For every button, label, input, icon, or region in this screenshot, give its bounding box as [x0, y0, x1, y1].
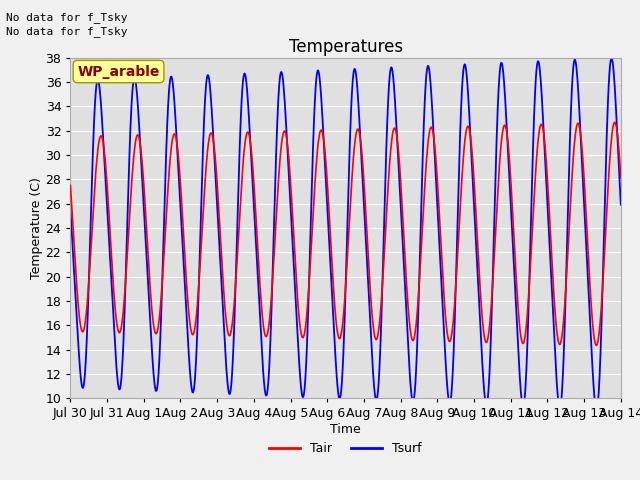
Tair — [334, 333, 342, 338]
Tsurf — [67, 205, 74, 211]
Line: Tair: Tair — [70, 122, 621, 346]
Tair — [67, 182, 74, 188]
Tsurf — [601, 199, 609, 205]
Legend: Tair, Tsurf: Tair, Tsurf — [264, 437, 427, 460]
Text: WP_arable: WP_arable — [77, 64, 160, 79]
Tair — [611, 120, 619, 125]
Line: Tsurf: Tsurf — [70, 58, 621, 409]
Text: No data for f_Tsky: No data for f_Tsky — [6, 12, 128, 23]
Tair — [601, 244, 609, 250]
Tsurf — [617, 202, 625, 207]
Tsurf — [601, 189, 609, 194]
Tsurf — [334, 388, 342, 394]
Tair — [319, 135, 327, 141]
Tair — [601, 239, 609, 245]
Tsurf — [607, 55, 615, 61]
Tsurf — [593, 407, 600, 412]
Tair — [500, 123, 508, 129]
Tair — [617, 175, 625, 181]
Text: No data for f_Tsky: No data for f_Tsky — [6, 26, 128, 37]
Tsurf — [95, 78, 102, 84]
Tair — [95, 142, 102, 148]
Tair — [593, 343, 600, 348]
Tsurf — [319, 132, 327, 138]
Y-axis label: Temperature (C): Temperature (C) — [29, 177, 43, 279]
Title: Temperatures: Temperatures — [289, 38, 403, 56]
Tsurf — [500, 76, 508, 82]
X-axis label: Time: Time — [330, 423, 361, 436]
